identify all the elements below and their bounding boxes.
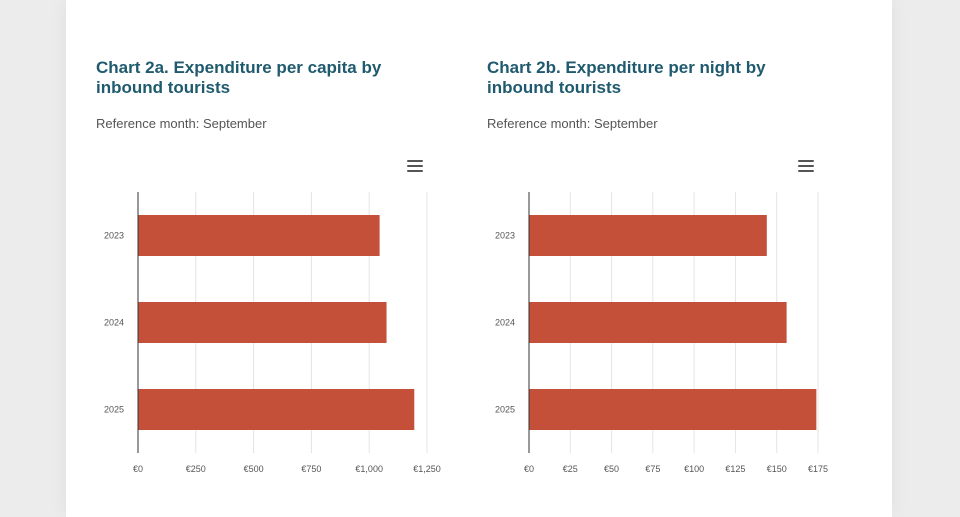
x-tick-label: €500 [244, 464, 264, 474]
x-tick-label: €125 [725, 464, 745, 474]
x-tick-label: €100 [684, 464, 704, 474]
category-label: 2024 [104, 318, 124, 328]
bar[interactable] [138, 215, 380, 256]
x-tick-label: €50 [604, 464, 619, 474]
bar[interactable] [529, 302, 787, 343]
chart-panel-2b: Chart 2b. Expenditure per night by inbou… [487, 0, 877, 517]
bar[interactable] [138, 389, 415, 430]
x-tick-label: €750 [301, 464, 321, 474]
chart-subtitle: Reference month: September [487, 116, 658, 131]
report-card: Chart 2a. Expenditure per capita by inbo… [66, 0, 892, 517]
hamburger-menu-icon[interactable] [407, 160, 423, 174]
chart-title: Chart 2a. Expenditure per capita by inbo… [96, 58, 382, 97]
bar[interactable] [138, 302, 387, 343]
x-tick-label: €0 [524, 464, 534, 474]
chart-title: Chart 2b. Expenditure per night by inbou… [487, 58, 766, 97]
bar[interactable] [529, 389, 817, 430]
x-tick-label: €250 [186, 464, 206, 474]
bar[interactable] [529, 215, 767, 256]
bar-chart-2a: 2023 2024 2025 €0 €250 €500 €750 €1,000 €1,250 [104, 192, 441, 474]
x-tick-label: €150 [767, 464, 787, 474]
x-tick-label: €175 [808, 464, 828, 474]
x-tick-label: €1,000 [355, 464, 383, 474]
x-tick-label: €0 [133, 464, 143, 474]
category-label: 2023 [104, 231, 124, 241]
category-label: 2024 [495, 318, 515, 328]
chart-panel-2a: Chart 2a. Expenditure per capita by inbo… [96, 0, 486, 517]
chart-subtitle: Reference month: September [96, 116, 267, 131]
category-label: 2025 [495, 405, 515, 415]
category-label: 2023 [495, 231, 515, 241]
x-tick-label: €25 [563, 464, 578, 474]
x-tick-label: €1,250 [413, 464, 441, 474]
bar-chart-2b: 2023 2024 2025 €0 €25 €50 €75 €100 €125 €150 €175 [495, 192, 828, 474]
x-tick-label: €75 [645, 464, 660, 474]
hamburger-menu-icon[interactable] [798, 160, 814, 174]
category-label: 2025 [104, 405, 124, 415]
